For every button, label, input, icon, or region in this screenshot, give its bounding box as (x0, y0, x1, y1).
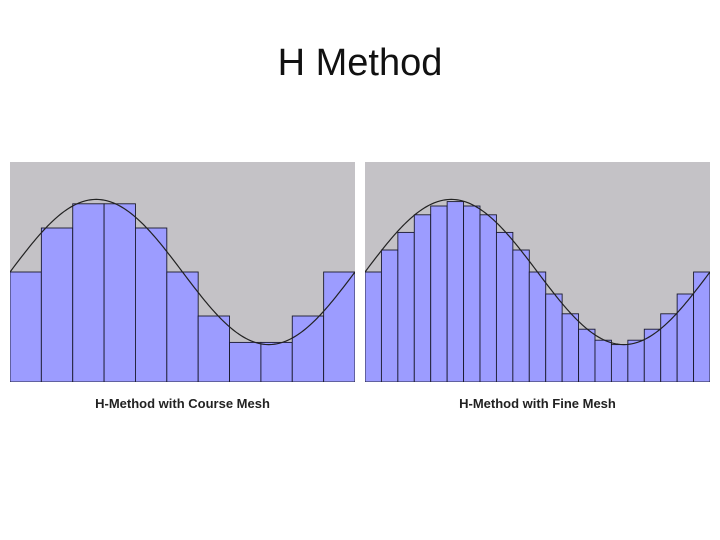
coarse-bar (166, 271, 199, 382)
fine-bar (561, 313, 580, 382)
fine-bar (463, 205, 481, 382)
fine-bar (528, 271, 547, 382)
fine-bar (446, 201, 465, 382)
fine-bar (594, 339, 612, 382)
fine-bar (365, 271, 382, 382)
fine-bar (578, 328, 596, 382)
coarse-bar (229, 341, 262, 382)
coarse-bar (72, 203, 105, 382)
fine-sine-curve (365, 198, 710, 346)
fine-bar (545, 293, 563, 382)
coarse-bar (197, 315, 230, 382)
coarse-mesh-caption: H-Method with Course Mesh (95, 396, 270, 411)
fine-bar (413, 214, 432, 382)
fine-bar (676, 293, 695, 382)
coarse-sine-curve (10, 198, 355, 346)
coarse-bar (40, 227, 74, 382)
fine-bar (512, 249, 530, 382)
fine-bar (380, 249, 399, 382)
fine-bar (660, 313, 678, 382)
coarse-bar (103, 203, 136, 382)
coarse-bar (291, 315, 325, 382)
coarse-bar (134, 227, 168, 382)
fine-bar (643, 328, 662, 382)
coarse-bar (10, 271, 42, 382)
coarse-bar (323, 271, 355, 382)
fine-bar (610, 344, 629, 382)
fine-mesh-caption: H-Method with Fine Mesh (459, 396, 616, 411)
fine-bar (479, 214, 497, 382)
coarse-bar (260, 341, 293, 382)
fine-bar (430, 205, 448, 382)
fine-bar (693, 271, 710, 382)
slide-title: H Method (277, 42, 443, 84)
fine-bar (627, 339, 645, 382)
fine-mesh-chart (365, 162, 710, 382)
fine-bar (495, 231, 514, 382)
coarse-mesh-chart (10, 162, 355, 382)
fine-bar (397, 231, 415, 382)
